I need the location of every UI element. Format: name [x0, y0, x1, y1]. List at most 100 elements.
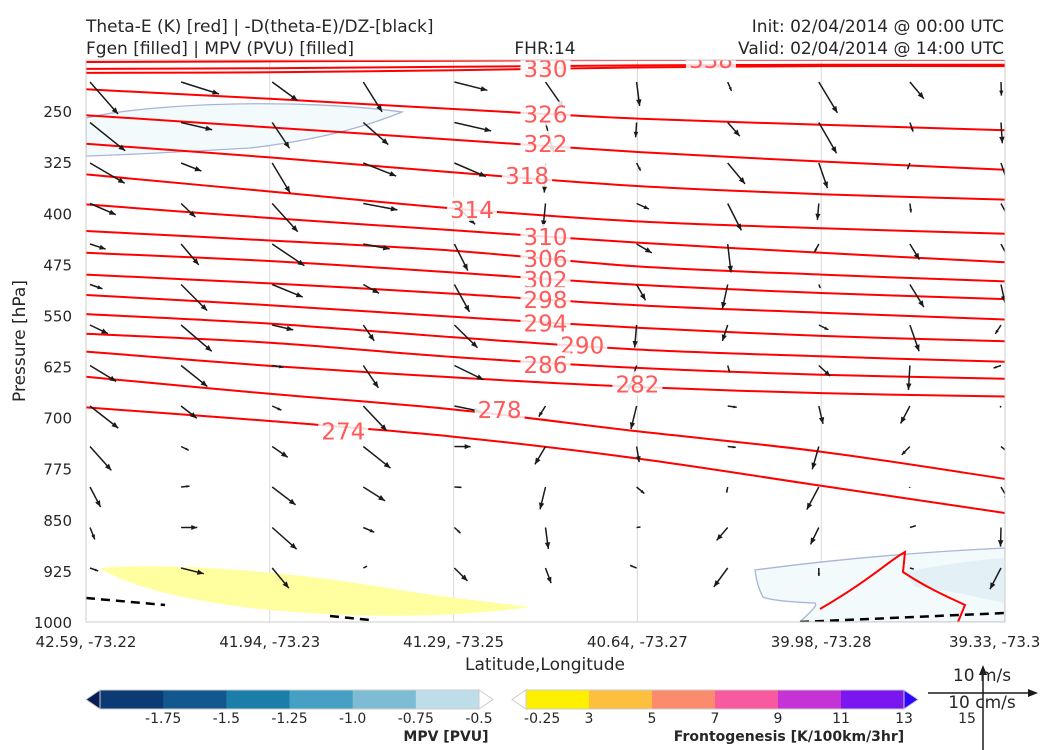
mpv-colorbar-tick-label: -1.5: [213, 711, 240, 727]
wind-vector-arrowhead: [999, 136, 1005, 144]
wind-vector-arrowhead: [636, 99, 642, 106]
contour-label-274: 274: [321, 419, 365, 445]
wind-vector-arrowhead: [91, 534, 95, 540]
wind-vector-arrowhead: [369, 528, 375, 533]
wind-vector-arrowhead: [186, 485, 190, 488]
y-axis-label: Pressure [hPa]: [10, 280, 30, 402]
y-tick-label: 700: [43, 410, 72, 428]
wind-vector-arrowhead: [806, 502, 813, 510]
title-right-line2: Valid: 02/04/2014 @ 14:00 UTC: [738, 39, 1004, 59]
contour-label-bg: [520, 224, 571, 249]
wind-vector: [1000, 243, 1005, 254]
wind-key-label-top: 10 m/s: [953, 666, 1011, 686]
contour-label-bg: [520, 310, 571, 335]
wind-vector-arrowhead: [901, 450, 907, 455]
wind-vector: [271, 243, 305, 267]
wind-vector-arrowhead: [728, 87, 732, 91]
wind-vector-arrowhead: [111, 107, 118, 114]
wind-vector-arrowhead: [727, 265, 733, 273]
wind-vector-arrowhead: [212, 89, 220, 95]
wind-vector-arrowhead: [463, 304, 470, 312]
contour-label-318: 318: [505, 164, 549, 190]
y-axis-ticks: 250 325 400 475 550 625 700 775 850 925 1000: [34, 103, 72, 632]
dashed-contour-center: [329, 614, 371, 622]
mpv-colorbar-tick-label: -1.0: [339, 711, 366, 727]
wind-vector-arrowhead: [196, 569, 204, 575]
x-tick-label: 40.64, -73.27: [587, 633, 688, 651]
theta-e-contour-290: [86, 313, 1005, 363]
wind-vector-arrowhead: [190, 412, 197, 419]
frontogenesis-colorbar-swatch: [589, 690, 653, 709]
wind-vector-arrowhead: [205, 345, 212, 352]
wind-vector-arrowhead: [117, 177, 125, 184]
x-axis-label: Latitude,Longitude: [465, 655, 625, 675]
contour-label-bg: [474, 397, 525, 422]
frontogenesis-colorbar-tick-label: 7: [711, 711, 720, 727]
wind-vector: [180, 81, 220, 95]
wind-vector-arrowhead: [716, 533, 723, 541]
y-tick-label: 325: [43, 154, 72, 172]
wind-vector-arrowhead: [101, 328, 109, 334]
frontogenesis-colorbar-tick-label: 13: [895, 711, 913, 727]
wind-vector-arrowhead: [914, 344, 920, 352]
wind-vector-arrowhead: [637, 167, 641, 171]
wind-vector-arrowhead: [205, 125, 213, 131]
frontogenesis-colorbar-label: Frontogenesis [K/100km/3hr]: [674, 729, 904, 745]
wind-vector-arrowhead: [713, 580, 720, 587]
wind-vector-arrowhead: [383, 461, 391, 469]
wind-vector-arrowhead: [906, 383, 912, 390]
frontogenesis-colorbar-swatch: [841, 690, 905, 709]
wind-vector-arrowhead: [95, 500, 101, 508]
mpv-colorbar: -1.75 -1.5 -1.25 -1.0 -0.75 -0.5 -0.25: [85, 689, 560, 727]
wind-vector-arrowhead: [476, 374, 484, 380]
mpv-colorbar-under: [85, 689, 101, 710]
wind-vector-arrowhead: [639, 293, 646, 301]
grid: [269, 60, 822, 622]
shaded-fields: [86, 103, 1005, 622]
wind-vector-arrowhead: [541, 185, 548, 193]
wind-vector-arrowhead: [733, 129, 740, 137]
wind-vector-arrowhead: [372, 287, 380, 294]
mpv-region-upper-left: [86, 103, 405, 157]
wind-vector-arrowhead: [544, 542, 551, 549]
wind-vector-arrowhead: [457, 530, 461, 534]
theta-e-contour-282: [86, 350, 1005, 398]
wind-vector-arrowhead: [185, 447, 189, 451]
wind-vector-arrowhead: [288, 498, 296, 505]
plot-area: 3383343303263223183143103063022982942902…: [86, 60, 1005, 622]
y-tick-label: 625: [43, 359, 72, 377]
contour-label-bg: [520, 286, 571, 311]
wind-vector-arrowhead: [192, 258, 199, 265]
theta-e-contour-314: [86, 173, 1005, 235]
frontogenesis-colorbar-tick-label: 15: [958, 711, 976, 727]
y-tick-label: 925: [43, 563, 72, 581]
mpv-colorbar-tick-label: -0.5: [465, 711, 492, 727]
wind-vector-arrowhead: [1000, 295, 1005, 303]
wind-vector-arrowhead: [815, 213, 821, 220]
wind-vector-arrowhead: [910, 127, 914, 132]
wind-vector-arrowhead: [995, 329, 999, 334]
mpv-colorbar-tick-label: -0.75: [398, 711, 434, 727]
x-tick-label: 41.94, -73.23: [219, 633, 320, 651]
frontogenesis-colorbar-over: [903, 689, 919, 710]
wind-vector-arrowhead: [997, 540, 1004, 547]
wind-vector: [89, 121, 126, 152]
wind-vector-arrowhead: [810, 537, 816, 545]
wind-vector-arrowhead: [282, 581, 289, 589]
x-axis-ticks: 42.59, -73.22 41.94, -73.23 41.29, -73.25 4…: [36, 633, 1041, 651]
wind-vector-arrowhead: [913, 252, 920, 260]
frontogenesis-colorbar-tick-label: 5: [648, 711, 657, 727]
wind-vector-arrowhead: [814, 248, 818, 252]
y-tick-label: 775: [43, 461, 72, 479]
wind-vector-arrowhead: [378, 495, 386, 501]
mpv-colorbar-swatch: [100, 690, 164, 709]
wind-vector-arrowhead: [461, 574, 468, 581]
wind-key-arrowhead: [1028, 689, 1038, 697]
contour-label-bg: [612, 371, 663, 396]
wind-vector-arrowhead: [721, 301, 727, 309]
wind-vector-arrowhead: [822, 181, 828, 189]
contour-label-314: 314: [450, 198, 494, 224]
wind-vector: [89, 81, 119, 115]
wind-vector-arrowhead: [824, 326, 829, 330]
